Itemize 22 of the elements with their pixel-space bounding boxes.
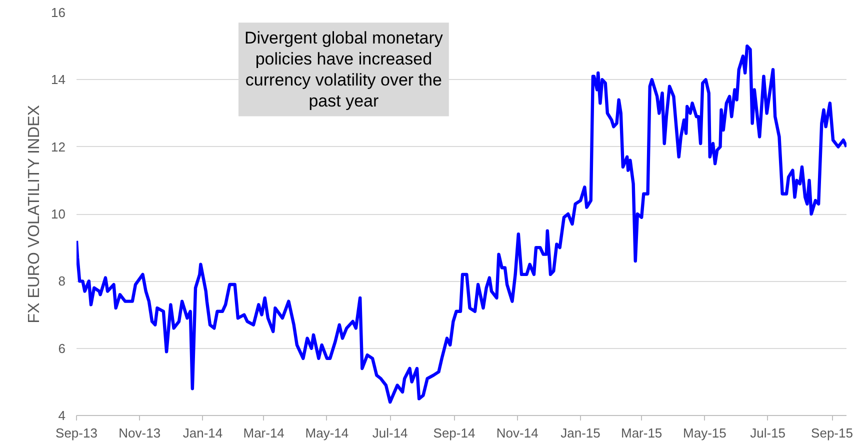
x-tick-label: Nov-13 bbox=[118, 426, 161, 440]
y-tick-label: 12 bbox=[51, 139, 66, 154]
x-tick-label: Mar-14 bbox=[243, 426, 284, 440]
x-tick-label: Jul-15 bbox=[750, 426, 786, 440]
y-tick-label: 10 bbox=[51, 206, 66, 222]
y-tick-label: 16 bbox=[51, 5, 66, 20]
x-tick-label: Sep-14 bbox=[433, 426, 476, 440]
y-tick-label: 6 bbox=[58, 340, 66, 356]
annotation: Divergent global monetary policies have increased currency volatility over the past year bbox=[244, 28, 444, 110]
x-tick-label: Sep-13 bbox=[56, 426, 98, 440]
y-tick-label: 8 bbox=[58, 274, 66, 289]
x-tick-label: Sep-15 bbox=[811, 426, 853, 440]
x-tick-label: Mar-15 bbox=[620, 426, 662, 440]
x-tick-label: May-14 bbox=[305, 426, 349, 440]
y-tick-label: 4 bbox=[58, 408, 66, 423]
y-axis-title: FX EURO VOLATILITY INDEX bbox=[26, 104, 44, 324]
x-tick-label: May-15 bbox=[683, 426, 726, 440]
x-tick-label: Jul-14 bbox=[372, 426, 408, 440]
x-tick-label: Jan-15 bbox=[560, 426, 600, 440]
x-tick-label: Nov-14 bbox=[496, 426, 538, 440]
y-tick-label: 14 bbox=[51, 72, 66, 88]
x-tick-label: Jan-14 bbox=[182, 426, 223, 440]
